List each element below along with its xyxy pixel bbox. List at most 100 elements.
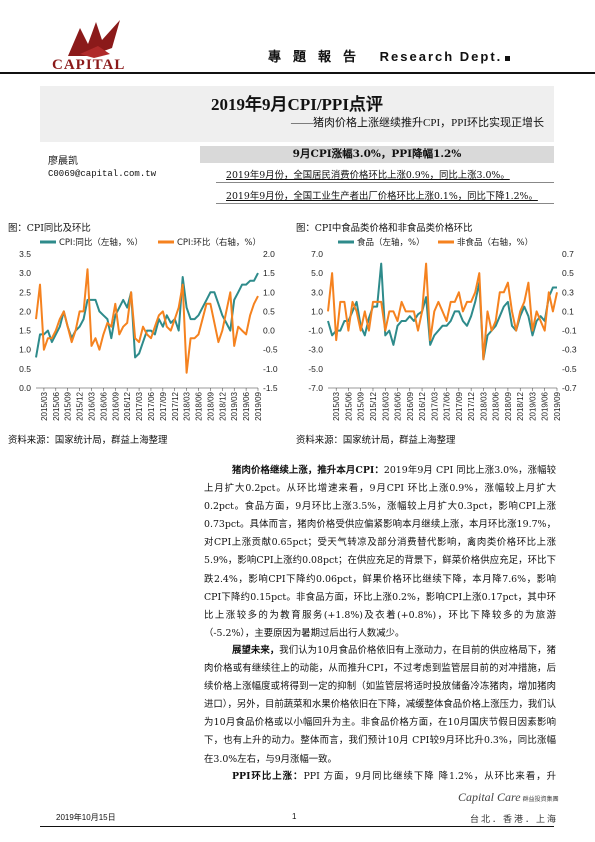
x-tick-label: 2015/03 bbox=[40, 391, 49, 420]
y-right-tick-label: 1.0 bbox=[263, 287, 275, 297]
y-left-tick-label: -7.0 bbox=[308, 383, 323, 393]
right-chart-source: 资料来源：国家统计局，群益上海整理 bbox=[296, 435, 456, 446]
header-dot bbox=[505, 56, 511, 61]
x-tick-label: 2016/12 bbox=[123, 391, 132, 420]
x-tick-label: 2017/09 bbox=[159, 391, 168, 420]
y-left-tick-label: 1.0 bbox=[19, 345, 31, 355]
right-chart-title: 图：CPI中食品类价格和非食品类价格环比 bbox=[296, 223, 473, 234]
page-number: 1 bbox=[292, 812, 297, 821]
x-tick-label: 2017/06 bbox=[147, 391, 156, 420]
y-right-tick-label: 0.5 bbox=[562, 268, 574, 278]
summary-line-ppi: 2019年9月份，全国工业生产者出厂价格环比上涨0.1%，同比下降1.2%。 bbox=[226, 191, 538, 202]
para1-text: 2019年9月 CPI 同比上涨3.0%，涨幅较上月扩大0.2pct。从环比增速… bbox=[204, 465, 556, 639]
y-left-tick-label: 0.0 bbox=[19, 383, 31, 393]
y-right-tick-label: -0.3 bbox=[562, 345, 577, 355]
x-tick-label: 2016/09 bbox=[406, 391, 415, 420]
y-right-tick-label: -0.1 bbox=[562, 326, 577, 336]
series-line-1 bbox=[327, 262, 558, 361]
legend-label: 非食品（右轴，%） bbox=[457, 237, 533, 248]
x-tick-label: 2018/12 bbox=[218, 391, 227, 420]
summary-divider bbox=[216, 203, 554, 204]
y-right-tick-label: -0.5 bbox=[562, 364, 577, 374]
y-right-tick-label: 1.5 bbox=[263, 268, 275, 278]
x-tick-label: 2018/06 bbox=[492, 391, 501, 420]
cpi-yoy-mom-chart: 0.0 0.5 1.0 1.5 2.0 2.5 3.0 3.5 -1.5 -1.0 -0.5 0.0 0… bbox=[19, 237, 278, 421]
body-paragraph-1: 猪肉价格继续上涨，推升本月CPI：2019年9月 CPI 同比上涨3.0%，涨幅… bbox=[204, 462, 556, 643]
y-left-tick-label: 3.0 bbox=[19, 268, 31, 278]
x-tick-label: 2016/12 bbox=[418, 391, 427, 420]
y-left-tick-label: -5.0 bbox=[308, 364, 323, 374]
report-subtitle: ——猪肉价格上涨继续推升CPI，PPI环比实现正增长 bbox=[290, 117, 544, 129]
y-left-tick-label: -1.0 bbox=[308, 326, 323, 336]
legend-label: CPI:环比（右轴，%） bbox=[177, 237, 261, 248]
x-tick-label: 2018/09 bbox=[206, 391, 215, 420]
y-right-tick-label: -1.0 bbox=[263, 364, 278, 374]
legend-label: CPI:同比（左轴，%） bbox=[59, 237, 143, 248]
x-tick-label: 2018/09 bbox=[504, 391, 513, 420]
footer-date: 2019年10月15日 bbox=[56, 813, 116, 822]
footer-logo-text: Capital Care bbox=[458, 790, 521, 804]
x-tick-label: 2019/06 bbox=[541, 391, 550, 420]
x-tick-label: 2018/03 bbox=[479, 391, 488, 420]
author-name: 廖晨凯 bbox=[48, 156, 78, 167]
y-right-tick-label: 0.3 bbox=[562, 287, 574, 297]
x-tick-label: 2016/06 bbox=[394, 391, 403, 420]
footer-logo: Capital Care 群益投資集團 bbox=[458, 790, 559, 805]
x-tick-label: 2019/09 bbox=[254, 391, 263, 420]
para1-lead: 猪肉价格继续上涨，推升本月CPI： bbox=[232, 465, 384, 476]
y-right-tick-label: 0.1 bbox=[562, 306, 574, 316]
left-chart-title: 图：CPI同比及环比 bbox=[8, 223, 91, 234]
y-right-tick-label: 0.5 bbox=[263, 306, 275, 316]
x-tick-label: 2017/09 bbox=[455, 391, 464, 420]
x-tick-label: 2016/03 bbox=[381, 391, 390, 420]
para2-text: 我们认为10月食品价格依旧有上涨动力，在目前的供应格局下，猪肉价格或有继续往上的… bbox=[204, 645, 556, 765]
summary-divider bbox=[216, 182, 554, 183]
para2-lead: 展望未来， bbox=[232, 645, 280, 656]
capital-logo-bird-icon bbox=[68, 20, 120, 58]
left-chart-source: 资料来源：国家统计局，群益上海整理 bbox=[8, 435, 168, 446]
x-tick-label: 2016/03 bbox=[88, 391, 97, 420]
report-title: 2019年9月CPI/PPI点评 bbox=[211, 95, 383, 114]
y-left-tick-label: 1.0 bbox=[311, 306, 323, 316]
para3-lead: PPI环比上涨： bbox=[232, 771, 304, 782]
y-right-tick-label: 2.0 bbox=[263, 249, 275, 259]
x-tick-label: 2015/12 bbox=[76, 391, 85, 420]
x-tick-label: 2017/03 bbox=[430, 391, 439, 420]
x-tick-label: 2016/09 bbox=[111, 391, 120, 420]
author-email[interactable]: C0069@capital.com.tw bbox=[48, 169, 157, 179]
legend-label: 食品（左轴，%） bbox=[357, 237, 425, 248]
para3-text: PPI 方面，9月同比继续下降 降1.2%，从环比来看，升0.1%， bbox=[303, 771, 556, 782]
series-line-1 bbox=[35, 268, 259, 374]
y-right-tick-label: 0.0 bbox=[263, 326, 275, 336]
x-tick-label: 2018/06 bbox=[195, 391, 204, 420]
x-tick-label: 2019/09 bbox=[553, 391, 562, 420]
header-title-en: Research Dept. bbox=[379, 49, 503, 64]
header-rule bbox=[0, 72, 595, 74]
y-left-tick-label: 0.5 bbox=[19, 364, 31, 374]
y-right-tick-label: -0.5 bbox=[263, 345, 278, 355]
x-tick-label: 2018/12 bbox=[516, 391, 525, 420]
y-left-tick-label: 3.5 bbox=[19, 249, 31, 259]
y-left-tick-label: 3.0 bbox=[311, 287, 323, 297]
logo-text: CAPITAL bbox=[52, 57, 126, 73]
x-tick-label: 2019/06 bbox=[242, 391, 251, 420]
x-tick-label: 2015/09 bbox=[64, 391, 73, 420]
x-tick-label: 2019/03 bbox=[528, 391, 537, 420]
title-box: 2019年9月CPI/PPI点评 ——猪肉价格上涨继续推升CPI，PPI环比实现… bbox=[40, 86, 554, 142]
y-right-tick-label: -1.5 bbox=[263, 383, 278, 393]
y-left-tick-label: 1.5 bbox=[19, 326, 31, 336]
body-paragraph-3: PPI环比上涨：PPI 方面，9月同比继续下降 降1.2%，从环比来看，升0.1… bbox=[204, 768, 556, 786]
footer-rule bbox=[40, 826, 554, 827]
food-nonfood-mom-chart: -7.0 -5.0 -3.0 -1.0 1.0 3.0 5.0 7.0 -0.7 -0.5 -0.3… bbox=[308, 237, 577, 421]
y-right-tick-label: -0.7 bbox=[562, 383, 577, 393]
header-title-cn: 專題報告 bbox=[268, 49, 369, 64]
body-paragraph-2: 展望未来，我们认为10月食品价格依旧有上涨动力，在目前的供应格局下，猪肉价格或有… bbox=[204, 642, 556, 769]
y-left-tick-label: 5.0 bbox=[311, 268, 323, 278]
x-tick-label: 2017/03 bbox=[135, 391, 144, 420]
footer-cities: 台北．香港．上海 bbox=[470, 815, 559, 825]
footer-logo-small: 群益投資集團 bbox=[522, 797, 559, 803]
x-tick-label: 2015/06 bbox=[344, 391, 353, 420]
x-tick-label: 2017/06 bbox=[443, 391, 452, 420]
x-tick-label: 2016/06 bbox=[99, 391, 108, 420]
header-title: 專題報告 Research Dept. bbox=[268, 46, 511, 65]
